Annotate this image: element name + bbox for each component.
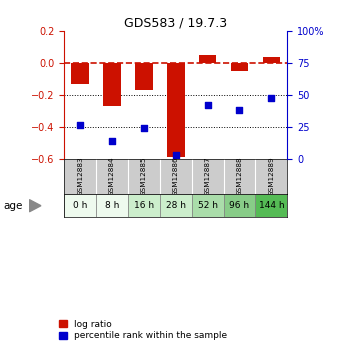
Point (109, 138, 115, 144)
Text: 144 h: 144 h (259, 201, 284, 210)
Bar (192, 194, 223, 217)
Point (173, 152, 178, 158)
Text: GSM12885: GSM12885 (141, 157, 147, 196)
Bar (160, 194, 192, 217)
Bar (135, 63, 153, 90)
Text: GSM12888: GSM12888 (237, 157, 242, 196)
Bar (167, 63, 185, 157)
Text: 0 h: 0 h (73, 201, 87, 210)
Text: 96 h: 96 h (230, 201, 249, 210)
Text: GSM12884: GSM12884 (109, 157, 115, 196)
Bar (103, 63, 121, 106)
Text: 8 h: 8 h (105, 201, 119, 210)
Bar (71, 63, 89, 84)
Point (141, 126, 147, 131)
Point (269, 95, 274, 100)
Point (237, 108, 242, 113)
Bar (231, 63, 248, 71)
Text: GSM12889: GSM12889 (268, 157, 274, 196)
Bar (256, 194, 287, 217)
Bar (263, 57, 280, 63)
Text: 28 h: 28 h (166, 201, 186, 210)
Bar (128, 194, 160, 217)
Text: GSM12883: GSM12883 (77, 157, 83, 196)
Text: 16 h: 16 h (134, 201, 154, 210)
Text: GSM12886: GSM12886 (173, 157, 179, 196)
Text: age: age (3, 201, 23, 211)
Polygon shape (29, 200, 41, 212)
Bar (199, 55, 216, 63)
Bar (64, 194, 96, 217)
Bar (223, 194, 256, 217)
Text: GSM12887: GSM12887 (204, 157, 211, 196)
Legend: log ratio, percentile rank within the sample: log ratio, percentile rank within the sa… (58, 320, 227, 341)
Point (77, 122, 83, 127)
Bar (96, 194, 128, 217)
Text: 52 h: 52 h (198, 201, 218, 210)
Title: GDS583 / 19.7.3: GDS583 / 19.7.3 (124, 17, 227, 30)
Point (205, 102, 210, 108)
